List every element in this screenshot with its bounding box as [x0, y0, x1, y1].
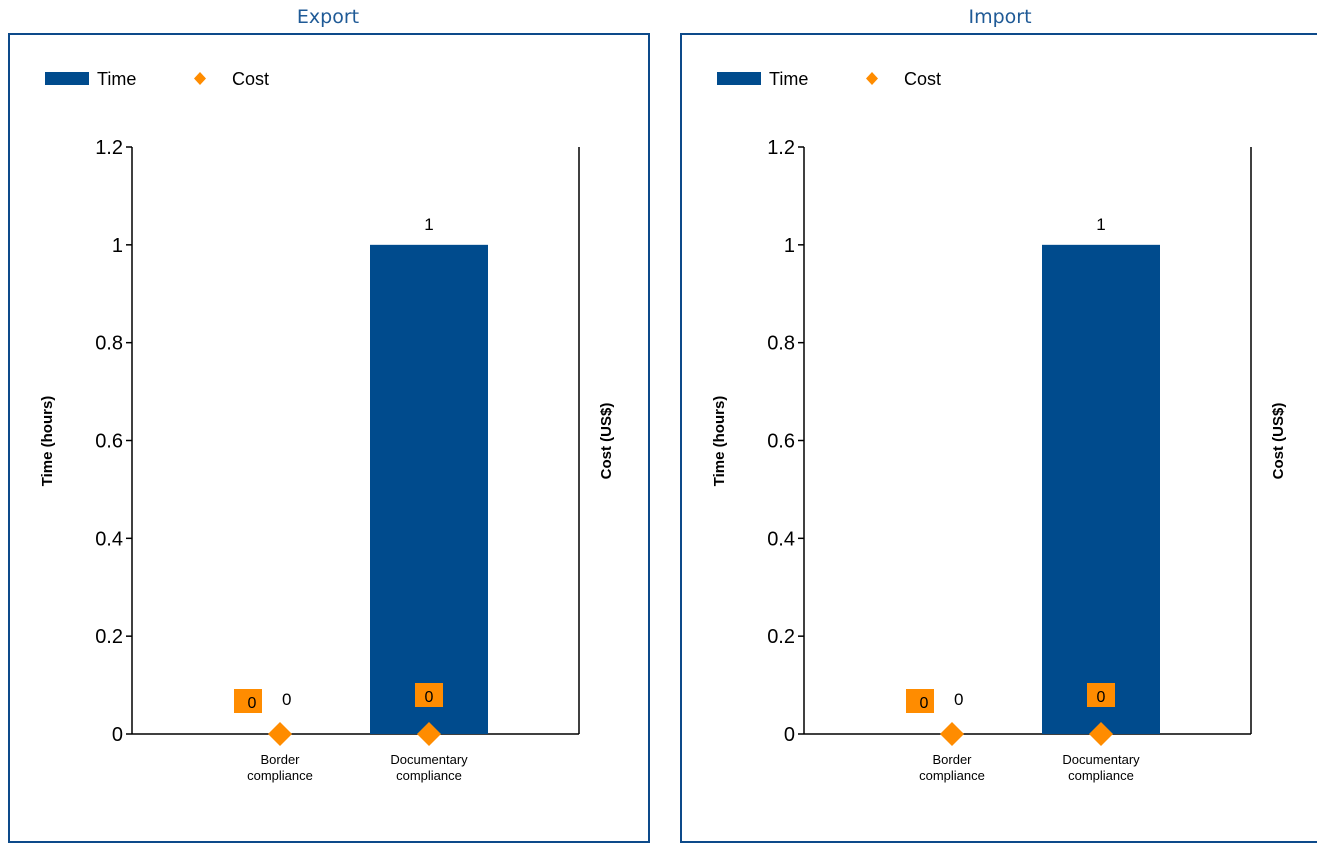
time-bar	[1042, 244, 1160, 735]
cost-value-label: 0	[920, 695, 929, 712]
y-tick-label: 1	[112, 235, 123, 257]
time-bar-value-label: 0	[282, 690, 291, 709]
y-tick-label: 0.4	[95, 528, 123, 550]
legend-time-label: Time	[769, 69, 808, 89]
export-chart-title: Export	[296, 6, 360, 28]
x-category-label-line1: Border	[260, 752, 300, 767]
cost-value-label-box	[906, 689, 934, 713]
cost-diamond-marker	[1089, 722, 1113, 746]
y-tick-label: 0	[784, 724, 795, 746]
legend-cost-diamond-icon	[194, 72, 206, 85]
cost-value-label-box	[415, 683, 443, 707]
legend-cost-label: Cost	[232, 69, 269, 89]
y2-axis-title: Cost (US$)	[1270, 403, 1287, 480]
time-bar-value-label: 1	[424, 215, 433, 234]
y-tick-label: 1.2	[95, 137, 123, 159]
y-axis-title: Time (hours)	[711, 396, 728, 487]
x-category-label-line2: compliance	[1068, 768, 1134, 783]
y-tick-label: 0.8	[767, 333, 795, 355]
y-tick-label: 0.8	[95, 333, 123, 355]
y-tick-label: 0.2	[95, 626, 123, 648]
time-bar-value-label: 0	[954, 690, 963, 709]
legend-time-swatch	[717, 72, 761, 85]
time-bar-value-label: 1	[1096, 215, 1105, 234]
y-tick-label: 1	[784, 235, 795, 257]
export-chart-frame	[8, 33, 650, 843]
legend-time-label: Time	[97, 69, 136, 89]
cost-diamond-marker	[940, 722, 964, 746]
y-tick-label: 0.2	[767, 626, 795, 648]
legend-time-swatch	[45, 72, 89, 85]
import-chart-frame	[680, 33, 1317, 843]
cost-value-label-box	[234, 689, 262, 713]
y-tick-label: 0	[112, 724, 123, 746]
y-tick-label: 1.2	[767, 137, 795, 159]
import-chart-title: Import	[968, 6, 1032, 28]
cost-diamond-marker	[417, 722, 441, 746]
legend-cost-diamond-icon	[866, 72, 878, 85]
x-category-label-line2: compliance	[247, 768, 313, 783]
y-tick-label: 0.6	[95, 431, 123, 453]
y-tick-label: 0.4	[767, 528, 795, 550]
y-tick-label: 0.6	[767, 431, 795, 453]
y-axis-title: Time (hours)	[39, 396, 56, 487]
x-category-label-line1: Border	[932, 752, 972, 767]
cost-value-label: 0	[425, 689, 434, 706]
x-category-label-line1: Documentary	[1062, 752, 1140, 767]
legend-cost-label: Cost	[904, 69, 941, 89]
import-chart: Time Cost 0 0.2 0.4 0.6 0.8 1 1.2 Time (hours) Cos…	[711, 69, 1287, 783]
cost-diamond-marker	[268, 722, 292, 746]
y2-axis-title: Cost (US$)	[598, 403, 615, 480]
time-bar	[370, 244, 488, 735]
x-category-label-line1: Documentary	[390, 752, 468, 767]
cost-value-label-box	[1087, 683, 1115, 707]
x-category-label-line2: compliance	[396, 768, 462, 783]
export-chart: Time Cost 0 0.2 0.4 0.6 0.8 1 1.2 Time (hours) Cos…	[39, 69, 615, 783]
cost-value-label: 0	[248, 695, 257, 712]
x-category-label-line2: compliance	[919, 768, 985, 783]
cost-value-label: 0	[1097, 689, 1106, 706]
